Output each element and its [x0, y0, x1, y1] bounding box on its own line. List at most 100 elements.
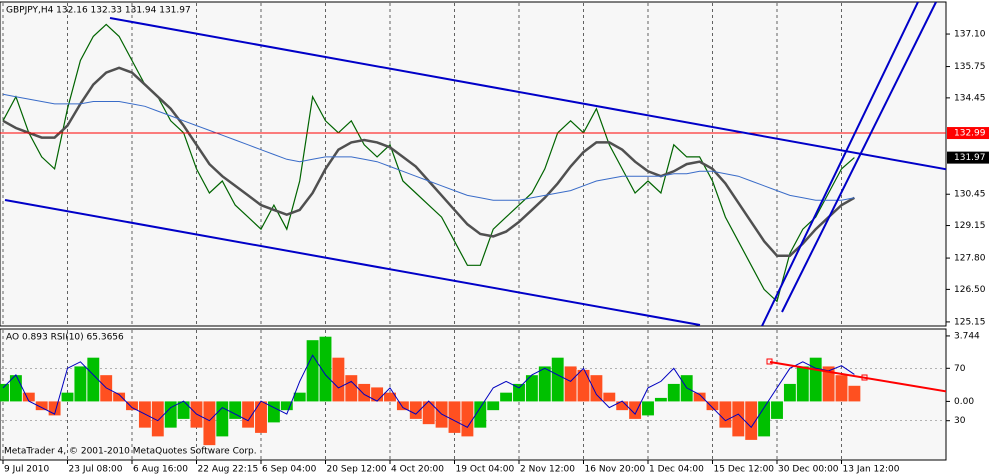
- ao-bar: [267, 401, 280, 423]
- y-tick-label: 134.45: [954, 93, 986, 103]
- ao-bar: [822, 366, 835, 402]
- ao-bar: [848, 385, 861, 402]
- ao-bar: [384, 392, 396, 402]
- ao-bar: [577, 369, 590, 402]
- ao-bar: [255, 401, 267, 433]
- ao-bar: [422, 401, 435, 425]
- watermark: MetaTrader 4, © 2001-2010 MetaQuotes Sof…: [4, 447, 257, 457]
- ao-bar: [126, 401, 138, 411]
- ao-bar: [371, 387, 384, 402]
- ao-bar: [809, 357, 822, 402]
- ao-bar: [693, 392, 706, 402]
- x-tick-label: 19 Oct 04:00: [456, 465, 515, 475]
- ao-bar: [409, 401, 422, 419]
- trend-anchor: [766, 358, 773, 365]
- ao-bar: [513, 383, 525, 402]
- ao-bar: [35, 401, 48, 411]
- ao-bar: [642, 401, 654, 416]
- ao-bar: [332, 357, 345, 402]
- ao-bar: [293, 392, 306, 402]
- ao-bar: [796, 366, 809, 402]
- ao-bar: [500, 392, 513, 402]
- ao-bar: [216, 401, 229, 437]
- line: [2, 93, 855, 201]
- ao-bar: [758, 401, 771, 437]
- channel-line: [4, 199, 701, 326]
- trend-line: [769, 361, 946, 393]
- ao-bar: [487, 401, 500, 411]
- channel-line: [781, 2, 937, 313]
- y-tick-label: 129.15: [954, 221, 986, 231]
- y-tick-label: 137.10: [954, 30, 986, 40]
- x-tick-label: 6 Aug 16:00: [133, 465, 188, 475]
- ao-bar: [22, 392, 35, 402]
- axes: 9 Jul 2010 23 Jul 08:00 6 Aug 16:00 22 Aug …: [2, 6, 989, 475]
- ao-bar: [48, 401, 61, 416]
- channel-line: [109, 17, 946, 171]
- x-tick-label: 6 Sep 04:00: [262, 465, 317, 475]
- ao-bar: [461, 401, 474, 437]
- ao-bar: [242, 401, 255, 428]
- ao-bar: [164, 401, 177, 428]
- x-tick-label: 16 Nov 20:00: [585, 465, 646, 475]
- y2-tick-label: 30: [954, 416, 966, 426]
- y-tick-label: 125.15: [954, 317, 986, 327]
- ao-bar: [745, 401, 758, 440]
- ao-bar: [564, 366, 577, 402]
- y-tick-label: 135.75: [954, 62, 986, 72]
- ao-bar: [538, 366, 551, 402]
- indicator-plot: [0, 336, 946, 446]
- ao-bar: [732, 401, 745, 437]
- ao-bar: [667, 383, 680, 402]
- ao-bar: [74, 366, 87, 402]
- price-marker: [947, 127, 989, 140]
- y2-tick-label: 70: [954, 364, 966, 374]
- ao-bar: [835, 375, 848, 402]
- ao-bar: [590, 375, 603, 402]
- last-price-label: 131.97: [954, 153, 986, 163]
- x-tick-label: 30 Dec 00:00: [778, 465, 839, 475]
- ao-bar: [306, 340, 319, 402]
- y-tick-label: 0.00: [954, 397, 974, 407]
- ao-bar: [706, 401, 719, 411]
- x-tick-label: 1 Dec 04:00: [649, 465, 704, 475]
- ao-bar: [0, 383, 9, 402]
- y-tick-label: 127.80: [954, 254, 986, 264]
- ao-bar: [396, 401, 409, 411]
- rsi-trendline: [766, 358, 946, 393]
- x-tick-label: 13 Jan 12:00: [843, 465, 900, 475]
- ao-bar: [345, 375, 358, 402]
- line: [2, 354, 855, 429]
- ao-bar: [358, 383, 371, 402]
- ao-bar: [9, 375, 22, 402]
- price-marker-label: 132.99: [954, 129, 986, 139]
- ao-bar: [474, 401, 487, 428]
- ao-bar: [87, 357, 100, 402]
- last-price-marker: [947, 151, 989, 164]
- x-tick-label: 23 Jul 08:00: [69, 465, 123, 475]
- ao-bar: [61, 392, 74, 402]
- ao-bar: [719, 401, 732, 428]
- ao-bar: [151, 401, 164, 437]
- ao-bar: [603, 392, 616, 402]
- y-tick-label: 3.744: [954, 331, 980, 341]
- channel-lines: [4, 2, 946, 326]
- indicator-title: AO 0.893 RSI(10) 65.3656: [6, 333, 124, 343]
- ao-bar: [113, 392, 126, 402]
- ao-bar: [177, 401, 190, 419]
- chart-title: GBPJPY,H4 132.16 132.33 131.94 131.97: [6, 6, 191, 16]
- ao-bar: [203, 401, 216, 446]
- ao-bar: [319, 336, 332, 402]
- ao-bar: [551, 357, 564, 402]
- y-tick-label: 130.45: [954, 190, 986, 200]
- x-tick-label: 22 Aug 22:15: [198, 465, 259, 475]
- x-tick-label: 2 Nov 12:00: [520, 465, 575, 475]
- x-tick-label: 15 Dec 12:00: [714, 465, 775, 475]
- ao-bar: [771, 401, 783, 419]
- price-plot: [0, 23, 946, 303]
- trend-anchor: [861, 374, 868, 381]
- ao-bar: [783, 383, 796, 402]
- channel-line: [761, 2, 919, 326]
- ao-bar: [280, 401, 293, 411]
